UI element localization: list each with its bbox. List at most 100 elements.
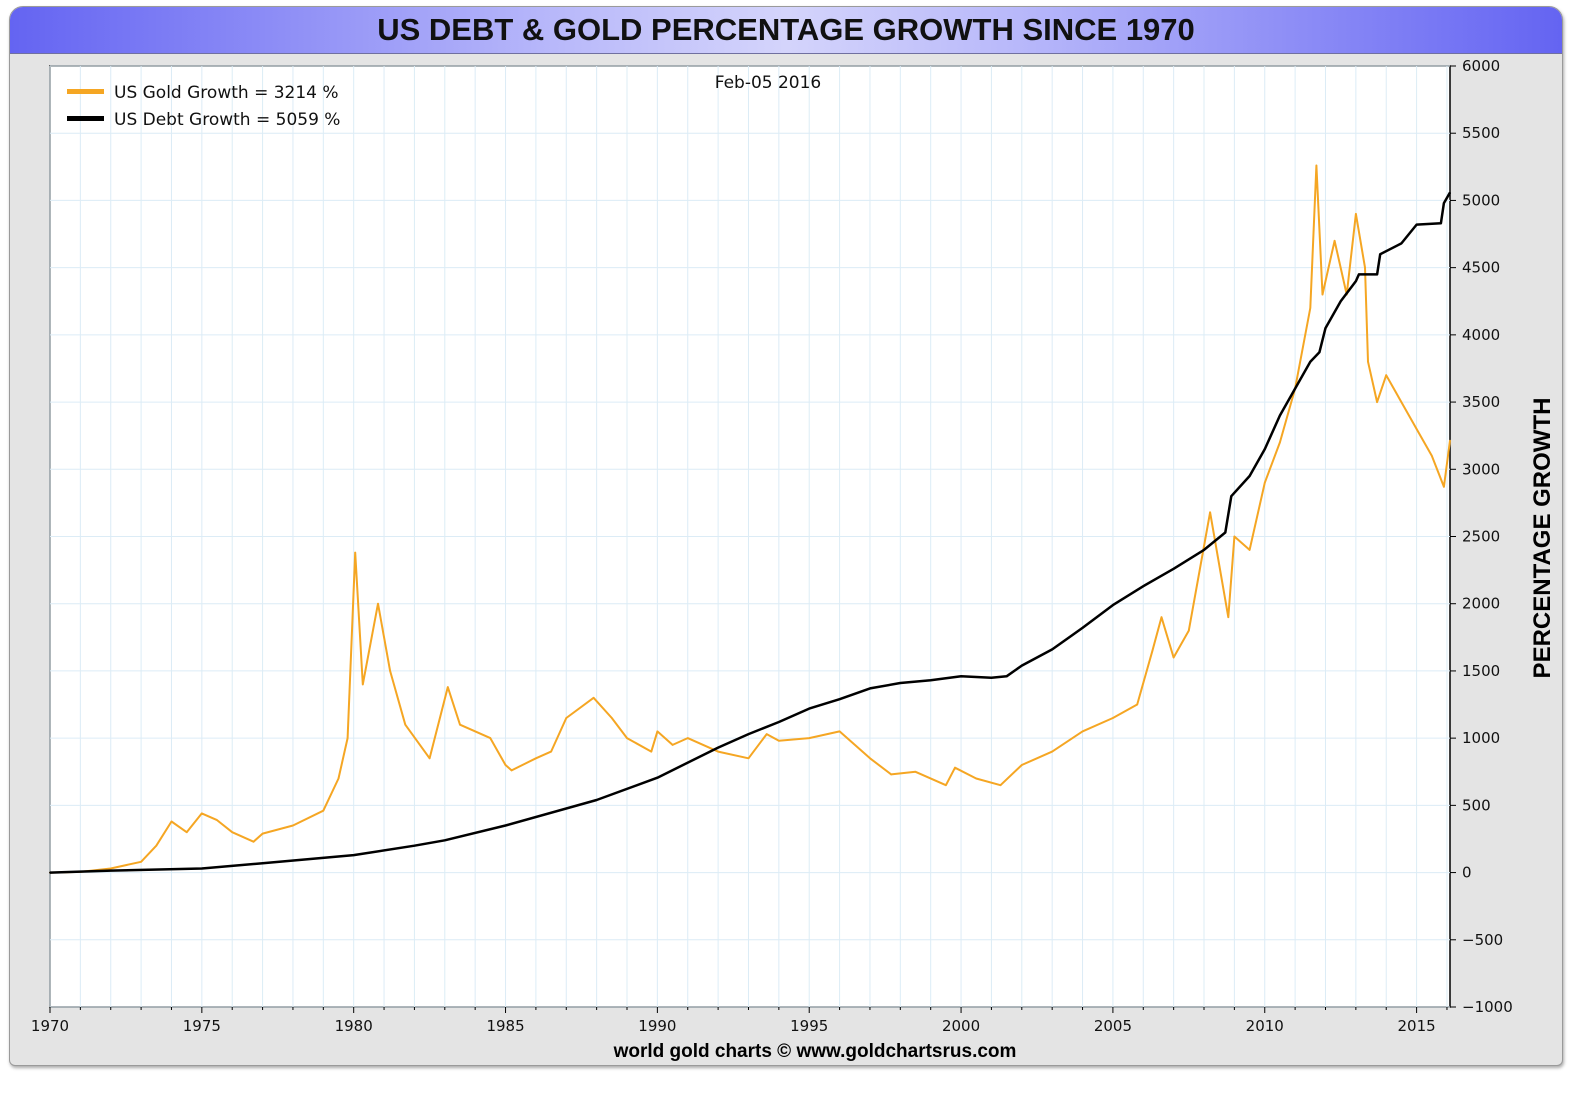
title-bar: US DEBT & GOLD PERCENTAGE GROWTH SINCE 1…	[10, 7, 1562, 54]
debt-data-point	[109, 869, 112, 872]
y-tick-label: −500	[1462, 931, 1503, 949]
gold-data-point	[611, 717, 613, 719]
x-tick-label: 2000	[942, 1017, 980, 1035]
gold-data-point	[656, 730, 659, 733]
y-tick-label: 1500	[1462, 662, 1500, 680]
debt-data-point	[504, 824, 507, 827]
gold-data-point	[626, 737, 628, 739]
gold-data-point	[1151, 649, 1154, 652]
gold-data-point	[1051, 750, 1053, 753]
debt-data-point	[1279, 414, 1281, 417]
gold-data-point	[155, 844, 158, 847]
debt-data-point	[1443, 202, 1445, 204]
gold-data-point	[231, 831, 234, 834]
debt-data-point	[1081, 627, 1084, 629]
debt-data-point	[1309, 360, 1312, 363]
gold-data-point	[550, 750, 552, 753]
y-tick-label: 3500	[1462, 393, 1500, 411]
gold-data-point	[428, 757, 431, 760]
y-axis: 6000550050004500400035003000250020001500…	[1450, 57, 1513, 1016]
y-tick-label: 500	[1462, 796, 1491, 814]
gold-data-point	[1233, 535, 1236, 538]
debt-data-point	[1172, 567, 1175, 570]
debt-data-point	[1051, 648, 1053, 651]
gold-data-point	[808, 737, 811, 739]
y-tick-label: 2000	[1462, 595, 1500, 613]
y-axis-label: PERCENTAGE GROWTH	[1529, 398, 1556, 679]
y-tick-label: 4000	[1462, 326, 1500, 344]
y-tick-label: 3000	[1462, 460, 1500, 478]
gold-data-point	[1415, 428, 1418, 430]
grid	[49, 65, 1450, 1008]
gold-data-point	[1263, 481, 1266, 484]
debt-data-point	[717, 746, 719, 749]
gold-data-point	[1227, 616, 1230, 618]
x-tick-label: 2005	[1094, 1017, 1132, 1035]
debt-data-point	[869, 687, 871, 690]
gold-data-point	[1385, 374, 1388, 376]
gold-data-point	[292, 824, 294, 827]
x-tick-label: 1995	[790, 1017, 828, 1035]
debt-data-point	[1021, 664, 1023, 667]
gold-data-point	[1209, 511, 1211, 514]
chart-title: US DEBT & GOLD PERCENTAGE GROWTH SINCE 1…	[377, 12, 1195, 47]
debt-data-point	[1112, 604, 1114, 606]
gold-data-point	[1333, 239, 1336, 242]
gold-data-point	[1364, 266, 1366, 269]
gold-data-point	[1172, 656, 1175, 659]
gold-data-point	[140, 861, 142, 863]
debt-data-point	[808, 707, 811, 710]
debt-data-point	[1376, 273, 1378, 276]
gold-data-point	[686, 737, 689, 739]
debt-data-point	[1318, 351, 1321, 354]
gold-data-point	[914, 770, 917, 773]
y-tick-label: 5500	[1462, 124, 1500, 142]
gold-data-point	[346, 737, 349, 739]
debt-data-point	[1339, 300, 1342, 303]
gold-data-point	[1279, 441, 1281, 444]
gold-data-point	[1136, 703, 1139, 706]
y-tick-label: 2500	[1462, 528, 1500, 546]
debt-data-point	[352, 854, 355, 856]
x-tick-label: 2010	[1246, 1017, 1284, 1035]
y-tick-label: −1000	[1462, 998, 1513, 1016]
debt-data-point	[1324, 327, 1327, 329]
debt-data-point	[1355, 280, 1357, 282]
x-tick-label: 1970	[31, 1017, 69, 1035]
gold-data-point	[354, 551, 357, 554]
gold-data-point	[999, 784, 1002, 786]
debt-data-point	[1203, 549, 1205, 551]
debt-data-point	[747, 733, 750, 735]
debt-data-point	[899, 682, 902, 684]
debt-data-point	[1400, 242, 1403, 245]
y-tick-label: 5000	[1462, 191, 1500, 209]
gold-data-point	[765, 733, 768, 735]
legend-label-gold: US Gold Growth = 3214 %	[114, 83, 339, 103]
gold-data-point	[361, 683, 364, 686]
x-tick-label: 1980	[335, 1017, 373, 1035]
x-tick-label: 2015	[1398, 1017, 1436, 1035]
footer-credit: world gold charts © www.goldchartsrus.co…	[613, 1041, 1017, 1062]
gold-data-point	[1430, 455, 1433, 457]
gold-data-point	[1248, 549, 1251, 551]
debt-data-point	[960, 675, 962, 678]
gold-data-point	[377, 602, 379, 605]
series-lines	[49, 164, 1452, 874]
gold-data-point	[535, 757, 537, 760]
gold-data-point	[337, 777, 340, 780]
debt-data-point	[1230, 495, 1233, 497]
date-label: Feb-05 2016	[715, 73, 822, 93]
debt-data-point	[1263, 448, 1266, 450]
gold-data-point	[565, 717, 568, 719]
debt-data-point	[413, 844, 416, 847]
legend: US Gold Growth = 3214 % US Debt Growth =…	[67, 83, 340, 130]
gold-data-point	[261, 832, 264, 835]
gold-data-point	[1315, 164, 1318, 167]
x-tick-label: 1975	[183, 1017, 221, 1035]
gold-data-point	[109, 867, 112, 870]
debt-data-point	[1415, 223, 1418, 226]
gold-data-point	[592, 697, 595, 699]
gold-data-point	[1400, 401, 1403, 403]
gold-data-point	[389, 670, 391, 672]
legend-swatch-debt	[67, 116, 104, 121]
